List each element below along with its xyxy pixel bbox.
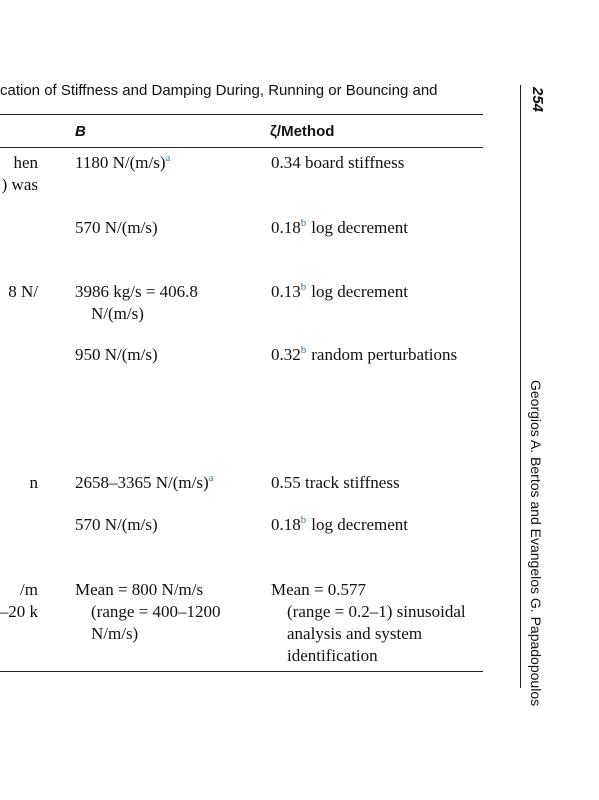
table-title: cation of Stiffness and Damping During, … [0,82,438,99]
table-cell: Mean = 800 N/m/s (range = 400–1200 N/m/s) [75,579,221,645]
cell-line: –20 k [0,602,38,621]
table-cell: 950 N/(m/s) [75,344,158,366]
rule [0,671,483,672]
table-cell: n [30,472,39,494]
cell-line: ) was [1,175,38,194]
cell-text: N/(m/s) [91,304,144,323]
cell-text: Mean = 800 N/m/s [75,580,204,599]
cell-text: 0.18 [271,218,301,237]
cell-line: 570 N/(m/s) [75,217,158,239]
cell-line: (range = 0.2–1) sinusoidal [271,601,466,623]
cell-text: (range = 400–1200 [91,602,221,621]
cell-text: log decrement [311,282,409,301]
column-header: B [75,123,86,140]
cell-line: Mean = 800 N/m/s [75,579,221,601]
cell-line: /m [20,580,38,599]
cell-line: 0.55 track stiffness [271,472,400,494]
table-cell: hen ) was [2,152,38,196]
cell-line: 1180 N/(m/s)a [75,152,170,174]
rule [0,147,483,148]
cell-text: 2658–3365 N/(m/s) [75,473,209,492]
cell-line: 8 N/ [8,282,38,301]
cell-line: 2658–3365 N/(m/s)a [75,472,214,494]
rule [0,114,483,115]
cell-line: identification [271,645,466,667]
footnote-mark: a [208,472,214,484]
table-cell: /m –20 k [0,579,38,623]
table-cell: 0.18b log decrement [271,217,408,239]
table-cell: 0.34 board stiffness [271,152,404,174]
cell-text: 0.13 [271,282,301,301]
cell-line: 0.18b log decrement [271,514,408,536]
margin-rule [520,85,521,688]
cell-line: 3986 kg/s = 406.8 [75,281,198,303]
footnote-mark: b [300,281,307,293]
cell-text: (range = 0.2–1) sinusoidal [287,602,466,621]
cell-text: analysis and system [287,624,423,643]
cell-text: 570 N/(m/s) [75,515,158,534]
cell-line: N/m/s) [75,623,221,645]
cell-line: Mean = 0.577 [271,579,466,601]
table-cell: 2658–3365 N/(m/s)a [75,472,214,494]
cell-text: 3986 kg/s = 406.8 [75,282,198,301]
cell-text: random perturbations [311,345,458,364]
table-cell: 0.55 track stiffness [271,472,400,494]
cell-line: 950 N/(m/s) [75,344,158,366]
footnote-mark: b [300,217,307,229]
table-cell: 8 N/ [8,281,38,303]
cell-text: 0.18 [271,515,301,534]
cell-line: 0.34 board stiffness [271,152,404,174]
footnote-mark: b [300,514,307,526]
cell-text: 950 N/(m/s) [75,345,158,364]
cell-line: N/(m/s) [75,303,198,325]
cell-text: identification [287,646,378,665]
cell-line: n [29,473,39,492]
cell-line: 0.18b log decrement [271,217,408,239]
cell-text: log decrement [311,515,409,534]
column-header: ζ/Method [270,123,335,140]
cell-text: 570 N/(m/s) [75,218,158,237]
cell-text: 0.34 board stiffness [271,153,405,172]
table-cell: 3986 kg/s = 406.8 N/(m/s) [75,281,198,325]
running-head: Georgios A. Bertos and Evangelos G. Papa… [528,380,544,707]
cell-text: log decrement [311,218,409,237]
cell-line: (range = 400–1200 [75,601,221,623]
cell-text: N/m/s) [91,624,139,643]
cell-line: analysis and system [271,623,466,645]
table-cell: 0.13b log decrement [271,281,408,303]
footnote-mark: a [165,152,171,164]
cell-line: 0.13b log decrement [271,281,408,303]
cell-text: 1180 N/(m/s) [75,153,166,172]
table-cell: 570 N/(m/s) [75,217,158,239]
table-cell: Mean = 0.577 (range = 0.2–1) sinusoidal an… [271,579,466,667]
table-cell: 0.32b random perturbations [271,344,457,366]
footnote-mark: b [300,344,307,356]
table-cell: 1180 N/(m/s)a [75,152,170,174]
page-number: 254 [529,87,546,113]
cell-line: 570 N/(m/s) [75,514,158,536]
cell-line: hen [13,153,38,172]
table-cell: 570 N/(m/s) [75,514,158,536]
cell-line: 0.32b random perturbations [271,344,457,366]
cell-text: 0.32 [271,345,301,364]
table-cell: 0.18b log decrement [271,514,408,536]
cell-text: Mean = 0.577 [271,580,367,599]
cell-text: 0.55 track stiffness [271,473,400,492]
